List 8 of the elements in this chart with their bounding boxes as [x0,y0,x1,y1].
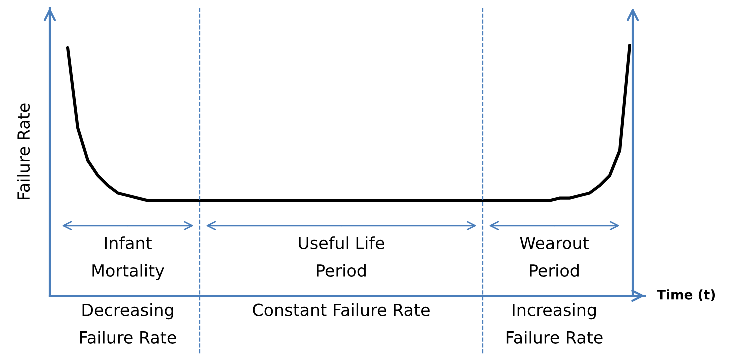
annotation: Wearout Period [520,237,589,278]
x-axis-title: Time (t) [657,290,716,302]
text: Constant Failure Rate [253,304,430,316]
annotation: Useful Life Period [299,236,384,278]
y-axis-title: Failure Rate [17,104,30,200]
annotation: Infant Mortality [92,236,164,280]
text: Decreasing Failure Rate [80,304,176,344]
text: Increasing Failure Rate [506,304,603,344]
